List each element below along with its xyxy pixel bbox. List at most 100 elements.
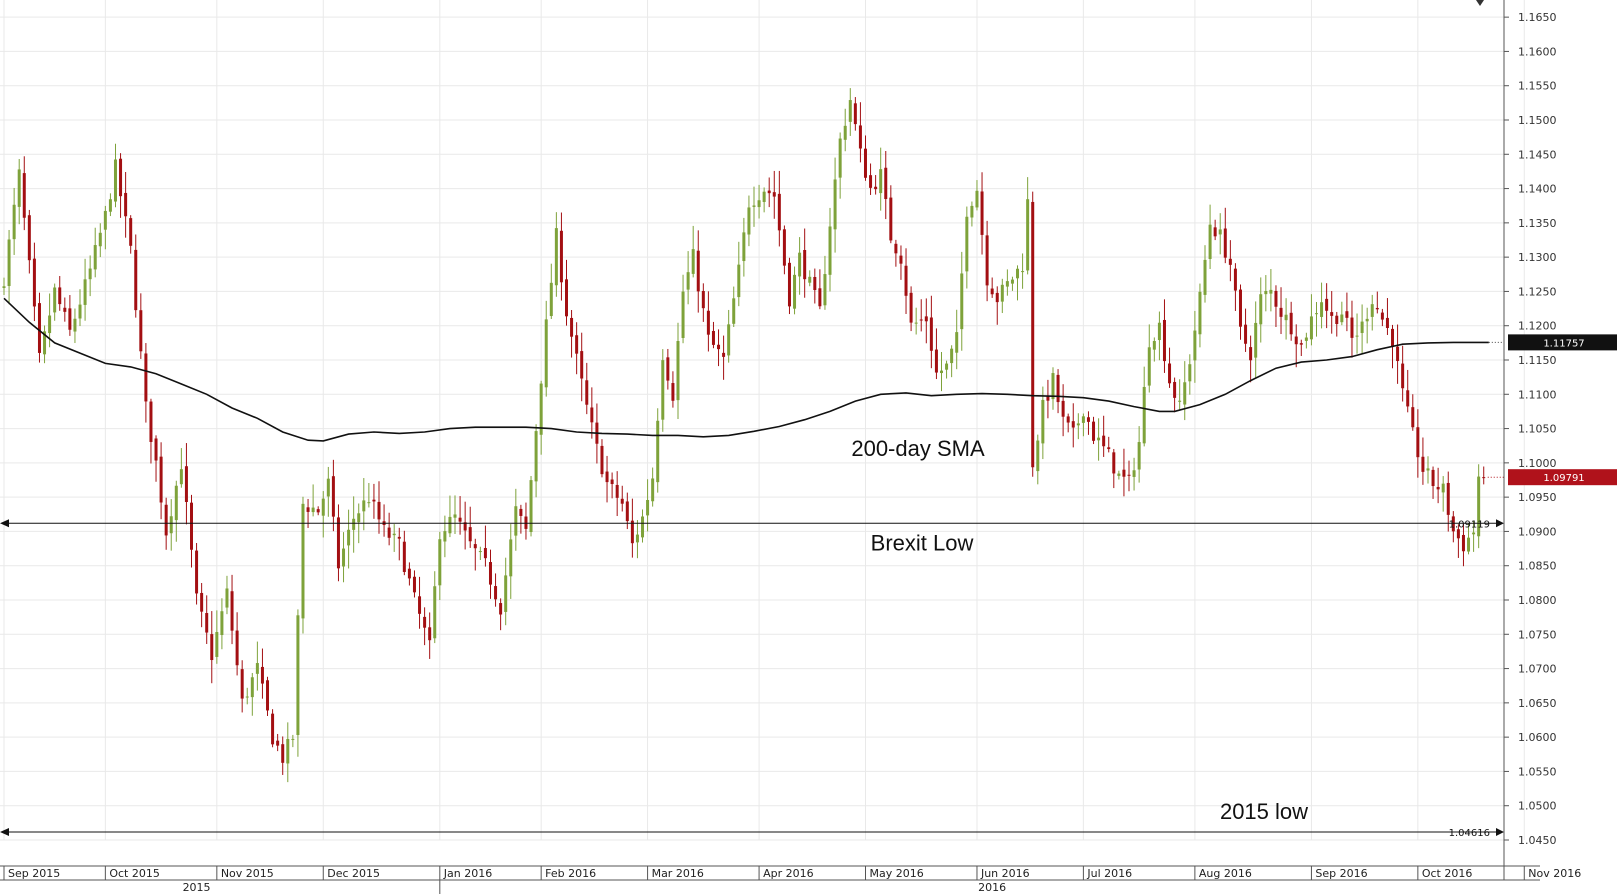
candle-body [1056, 374, 1060, 403]
candle-body [397, 536, 401, 539]
candle-body [1259, 294, 1263, 325]
candle-body [1178, 400, 1182, 402]
candle-body [1162, 319, 1166, 362]
candle-body [701, 290, 705, 309]
candle-body [823, 274, 827, 306]
candle-body [1375, 307, 1379, 310]
candle-body [418, 596, 422, 614]
brexit-low-caption: Brexit Low [871, 530, 974, 555]
candle-body [544, 319, 548, 388]
y-tick-label: 1.0750 [1518, 628, 1557, 641]
candle-body [1005, 281, 1009, 287]
candle-body [706, 310, 710, 335]
candle-body [195, 550, 199, 594]
candle-body [1461, 534, 1465, 552]
candle-body [494, 586, 498, 600]
y-tick-label: 1.0850 [1518, 560, 1557, 573]
candle-body [691, 249, 695, 274]
candle-body [1431, 469, 1435, 487]
candle-body [929, 317, 933, 351]
line-arrow-right [1496, 828, 1504, 837]
candle-body [641, 516, 645, 538]
candle-body [625, 501, 629, 522]
candle-body [620, 498, 624, 504]
candle-series [2, 88, 1486, 783]
candle-body [1436, 486, 1440, 490]
candle-body [499, 603, 503, 615]
candle-body [488, 562, 492, 585]
candle-body [651, 478, 655, 502]
candle-body [565, 279, 568, 317]
candle-body [83, 279, 87, 305]
candle-body [164, 504, 168, 536]
candle-body [468, 527, 472, 542]
candle-body [1477, 476, 1481, 537]
candle-body [630, 520, 634, 544]
candle-body [1031, 201, 1035, 468]
candle-body [534, 431, 538, 482]
candle-body [904, 265, 908, 296]
candle-body [1472, 532, 1476, 535]
candle-body [549, 282, 553, 317]
candle-body [1036, 440, 1040, 472]
candle-body [1467, 537, 1471, 552]
candle-body [995, 292, 999, 303]
candle-body [225, 588, 229, 608]
candle-body [1254, 322, 1258, 358]
candle-body [950, 348, 954, 364]
candle-body [1183, 382, 1187, 405]
candle-body [1309, 316, 1313, 340]
candle-body [1233, 268, 1237, 291]
candle-body [48, 315, 52, 334]
candle-body [407, 568, 411, 579]
candle-body [519, 508, 523, 516]
candle-body [747, 207, 751, 235]
candle-body [610, 479, 614, 485]
candle-body [1061, 400, 1065, 417]
candle-body [342, 548, 346, 567]
candle-body [990, 288, 994, 295]
candle-body [240, 669, 244, 699]
candle-body [1411, 407, 1415, 428]
y-tick-label: 1.1550 [1518, 80, 1557, 93]
candle-body [245, 696, 249, 698]
y-tick-label: 1.0500 [1518, 800, 1557, 813]
candle-body [1208, 224, 1212, 259]
candle-body [483, 548, 487, 559]
candle-body [874, 186, 878, 190]
candle-body [1097, 437, 1101, 441]
candle-body [1299, 343, 1303, 345]
candle-body [803, 250, 807, 280]
candle-body [945, 363, 949, 370]
candle-body [757, 200, 761, 208]
y-tick-label: 1.0950 [1518, 491, 1557, 504]
candle-body [696, 250, 700, 292]
y-tick-label: 1.0800 [1518, 594, 1557, 607]
candle-body [793, 274, 797, 309]
candle-body [539, 383, 543, 435]
y-tick-label: 1.1200 [1518, 320, 1557, 333]
candle-body [656, 420, 660, 483]
candle-body [514, 506, 518, 536]
candle-body [529, 480, 533, 533]
y-tick-label: 1.1050 [1518, 423, 1557, 436]
y-tick-label: 1.0450 [1518, 834, 1557, 847]
candle-body [681, 291, 685, 338]
candle-body [68, 308, 72, 330]
candle-body [347, 529, 351, 546]
y-tick-label: 1.1150 [1518, 354, 1557, 367]
candle-body [458, 517, 462, 522]
candle-body [27, 215, 31, 261]
candle-body [7, 239, 11, 287]
candle-body [828, 226, 832, 275]
candle-body [43, 331, 47, 355]
candle-body [428, 627, 432, 641]
candle-body [1446, 482, 1450, 515]
candle-body [331, 476, 335, 517]
candle-body [924, 316, 928, 322]
candle-body [12, 204, 16, 240]
candle-body [134, 249, 138, 311]
x-tick-label: May 2016 [869, 867, 923, 880]
x-tick-label: Sep 2015 [8, 867, 60, 880]
